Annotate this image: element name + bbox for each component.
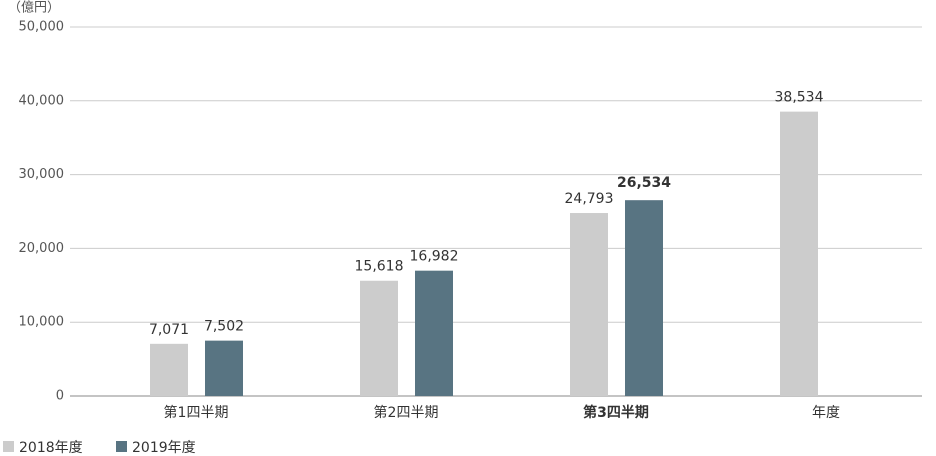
y-tick-label: 0: [56, 389, 64, 404]
x-tick-label: 年度: [812, 405, 840, 421]
y-tick-label: 20,000: [19, 241, 65, 256]
bar: [360, 280, 398, 396]
value-label: 7,071: [149, 322, 189, 338]
x-tick-label: 第2四半期: [374, 404, 439, 421]
bar: [150, 343, 188, 396]
x-tick-label: 第1四半期: [164, 404, 229, 421]
x-tick-label: 第3四半期: [583, 404, 649, 421]
value-label: 24,793: [565, 191, 614, 207]
value-label: 16,982: [410, 249, 459, 265]
y-tick-label: 30,000: [19, 167, 65, 182]
value-label: 38,534: [775, 90, 824, 106]
y-tick-label: 50,000: [19, 20, 65, 35]
unit-label: （億円）: [8, 0, 60, 16]
legend-label: 2019年度: [132, 440, 196, 456]
y-tick-label: 10,000: [19, 315, 65, 330]
bar: [780, 111, 818, 396]
legend-swatch: [116, 441, 127, 452]
bar: [415, 270, 453, 396]
legend-swatch: [3, 441, 14, 452]
bar: [205, 340, 243, 396]
value-label: 26,534: [617, 175, 671, 191]
legend-label: 2018年度: [19, 440, 83, 456]
value-label: 15,618: [355, 259, 404, 275]
value-label: 7,502: [204, 319, 244, 335]
y-tick-label: 40,000: [19, 93, 65, 108]
bar: [625, 200, 663, 396]
bar: [570, 213, 608, 396]
